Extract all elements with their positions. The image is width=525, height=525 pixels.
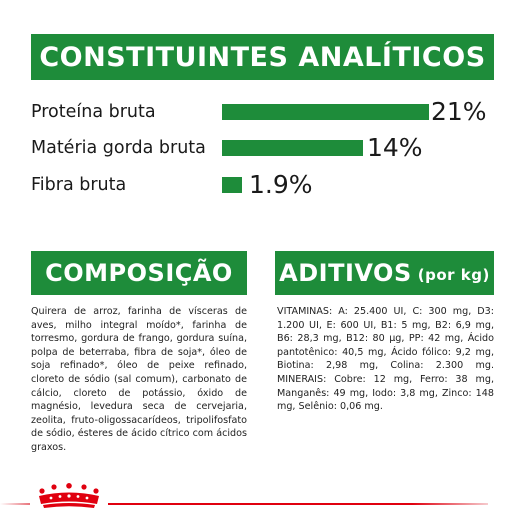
additives-banner: ADITIVOS (por kg) [275, 251, 494, 295]
analysis-label: Fibra bruta [31, 175, 127, 195]
analysis-label: Matéria gorda bruta [31, 138, 206, 158]
additives-title: ADITIVOS [279, 259, 412, 287]
footer-line-left [0, 503, 30, 505]
analysis-bar [222, 140, 363, 156]
analysis-bar [222, 104, 429, 120]
composition-text: Quirera de arroz, farinha de vísceras de… [31, 306, 247, 453]
footer-line-right [108, 503, 488, 505]
analysis-bar [222, 177, 242, 193]
analysis-label: Proteína bruta [31, 102, 156, 122]
analytical-constituents-title: CONSTITUINTES ANALÍTICOS [39, 41, 486, 73]
additives-title-suffix: (por kg) [417, 266, 490, 284]
analysis-value: 1.9% [249, 170, 313, 199]
analysis-value: 21% [431, 97, 487, 126]
composition-title: COMPOSIÇÃO [45, 259, 233, 287]
additives-text: VITAMINAS: A: 25.400 UI, C: 300 mg, D3: … [277, 306, 494, 413]
royal-crown-icon [39, 483, 99, 508]
analysis-value: 14% [367, 133, 423, 162]
composition-banner: COMPOSIÇÃO [31, 251, 247, 295]
analytical-constituents-banner: CONSTITUINTES ANALÍTICOS [31, 34, 494, 80]
